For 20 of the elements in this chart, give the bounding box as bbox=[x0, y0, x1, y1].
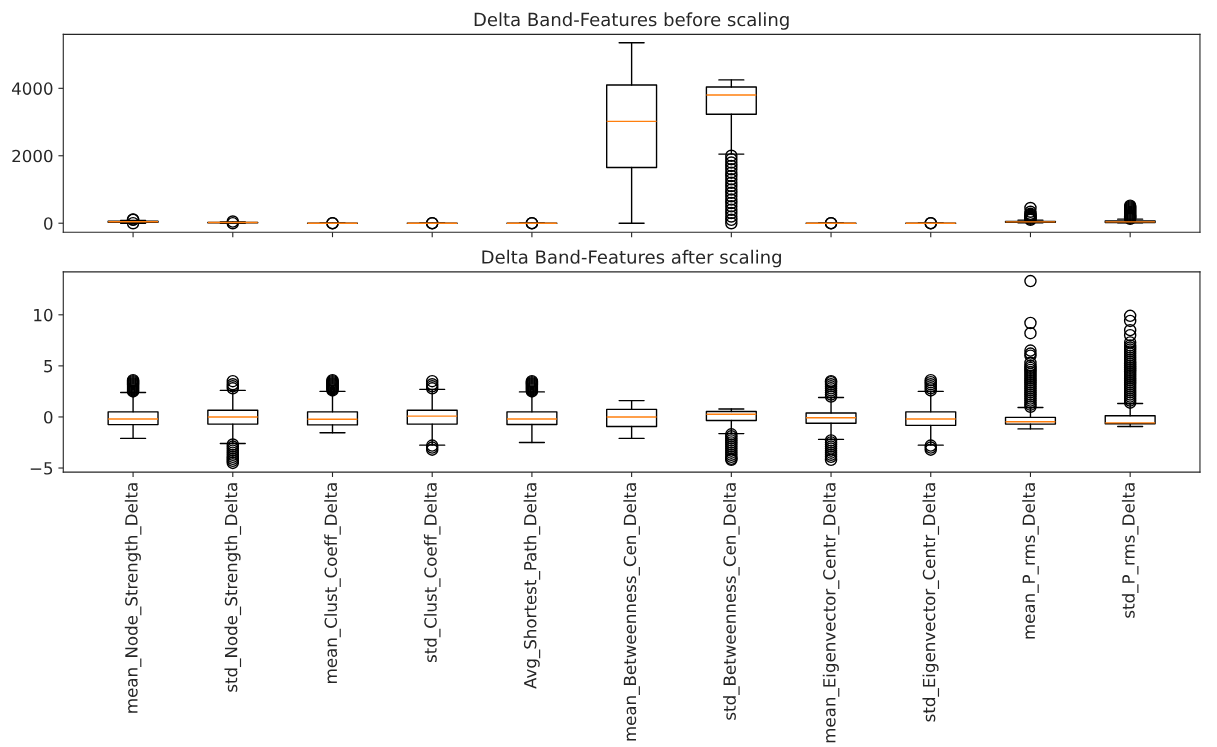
x-tick-label: std_Eigenvector_Centr_Delta bbox=[922, 483, 940, 722]
x-tick-label: std_Betweenness_Cen_Delta bbox=[723, 483, 740, 720]
y-tick-label: 10 bbox=[34, 308, 53, 322]
x-tick-label: std_Clust_Coeff_Delta bbox=[423, 483, 441, 663]
x-tick-label: mean_Eigenvector_Centr_Delta bbox=[822, 483, 840, 743]
x-tick-label: mean_Betweenness_Cen_Delta bbox=[623, 483, 640, 741]
x-tick-label: Avg_Shortest_Path_Delta bbox=[523, 483, 541, 689]
y-tick-label: 4000 bbox=[11, 82, 53, 95]
chart-title: Delta Band-Features before scaling bbox=[474, 12, 789, 30]
chart-title: Delta Band-Features after scaling bbox=[482, 249, 781, 268]
x-tick-label: std_P_rms_Delta bbox=[1121, 483, 1139, 618]
x-tick-label: mean_Clust_Coeff_Delta bbox=[324, 483, 341, 683]
x-tick-label: mean_P_rms_Delta bbox=[1022, 483, 1039, 639]
y-tick-label: −5 bbox=[30, 462, 53, 475]
y-tick-label: 0 bbox=[44, 410, 53, 424]
x-tick-label: std_Node_Strength_Delta bbox=[224, 483, 242, 692]
y-tick-label: 0 bbox=[44, 217, 53, 230]
y-tick-label: 5 bbox=[44, 360, 53, 373]
y-tick-label: 2000 bbox=[12, 149, 53, 163]
x-tick-label: mean_Node_Strength_Delta bbox=[124, 483, 142, 713]
